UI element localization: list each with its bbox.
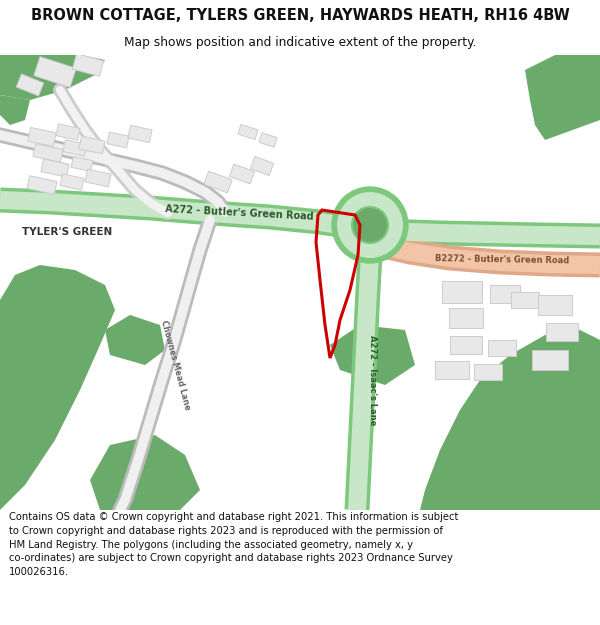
Polygon shape <box>33 144 63 162</box>
Text: TYLER'S GREEN: TYLER'S GREEN <box>22 227 112 237</box>
Circle shape <box>332 187 408 263</box>
Polygon shape <box>450 336 482 354</box>
Polygon shape <box>250 156 274 176</box>
Text: A272 - Butler's Green Road: A272 - Butler's Green Road <box>165 204 314 222</box>
Polygon shape <box>204 171 232 193</box>
Polygon shape <box>41 159 69 177</box>
Polygon shape <box>546 323 578 341</box>
Polygon shape <box>259 132 277 148</box>
Text: B2272 - Butler's Green Road: B2272 - Butler's Green Road <box>435 254 569 266</box>
Polygon shape <box>28 127 56 146</box>
Polygon shape <box>525 55 600 140</box>
Polygon shape <box>0 95 30 125</box>
Polygon shape <box>71 156 93 171</box>
Polygon shape <box>538 295 572 315</box>
Polygon shape <box>238 124 258 139</box>
Polygon shape <box>0 265 115 510</box>
Polygon shape <box>128 126 152 142</box>
Polygon shape <box>0 55 105 100</box>
Polygon shape <box>474 364 502 380</box>
Text: A272 - Isaac's Lane: A272 - Isaac's Lane <box>368 335 377 425</box>
Polygon shape <box>532 350 568 370</box>
Polygon shape <box>107 132 129 148</box>
Polygon shape <box>488 340 516 356</box>
Polygon shape <box>90 435 200 510</box>
Polygon shape <box>442 281 482 303</box>
Polygon shape <box>60 174 84 190</box>
Polygon shape <box>490 285 520 303</box>
Polygon shape <box>85 169 111 187</box>
Polygon shape <box>73 54 104 76</box>
Polygon shape <box>229 164 254 184</box>
Polygon shape <box>435 361 469 379</box>
Polygon shape <box>27 176 57 194</box>
Polygon shape <box>79 136 105 154</box>
Polygon shape <box>34 57 76 88</box>
Text: BROWN COTTAGE, TYLERS GREEN, HAYWARDS HEATH, RH16 4BW: BROWN COTTAGE, TYLERS GREEN, HAYWARDS HE… <box>31 8 569 23</box>
Text: Chownes Mead Lane: Chownes Mead Lane <box>158 319 191 411</box>
Text: Map shows position and indicative extent of the property.: Map shows position and indicative extent… <box>124 36 476 49</box>
Circle shape <box>352 207 388 243</box>
Circle shape <box>336 191 404 259</box>
Polygon shape <box>16 74 44 96</box>
Polygon shape <box>330 325 415 385</box>
Polygon shape <box>420 330 600 510</box>
Polygon shape <box>511 292 539 308</box>
Polygon shape <box>105 315 165 365</box>
Polygon shape <box>56 124 80 140</box>
Polygon shape <box>449 308 483 328</box>
Polygon shape <box>63 140 87 156</box>
Text: Contains OS data © Crown copyright and database right 2021. This information is : Contains OS data © Crown copyright and d… <box>9 512 458 577</box>
